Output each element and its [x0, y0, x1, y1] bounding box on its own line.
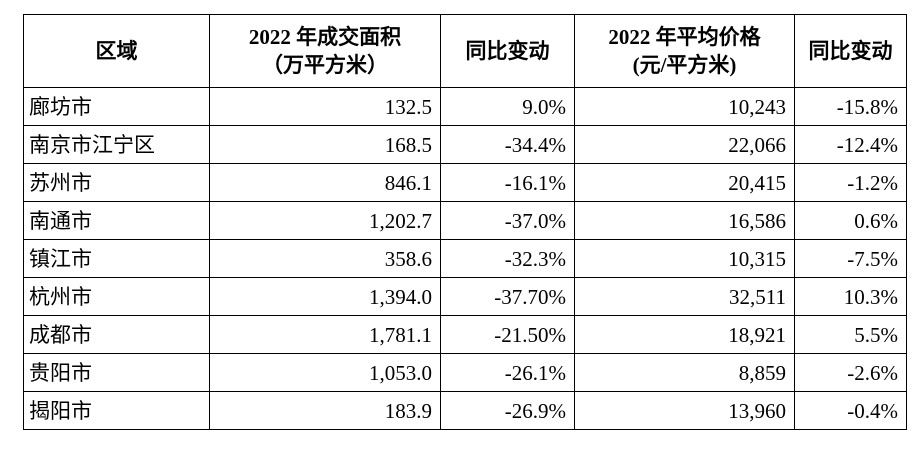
cell-average-price: 18,921 — [574, 315, 795, 354]
cell-transaction-area: 1,781.1 — [209, 315, 441, 354]
cell-average-price: 22,066 — [574, 125, 795, 164]
cell-region: 南京市江宁区 — [23, 125, 210, 164]
table-header: 区域 2022 年成交面积 （万平方米） 同比变动 2022 年平均价格 (元/… — [23, 14, 907, 88]
table-row: 廊坊市 132.5 9.0% 10,243 -15.8% — [23, 87, 907, 126]
cell-transaction-area: 1,202.7 — [209, 201, 441, 240]
cell-area-yoy-change: -32.3% — [440, 239, 575, 278]
cell-area-yoy-change: -21.50% — [440, 315, 575, 354]
header-price-yoy-change: 同比变动 — [794, 14, 907, 88]
cell-region: 揭阳市 — [23, 391, 210, 430]
cell-average-price: 10,315 — [574, 239, 795, 278]
cell-price-yoy-change: -12.4% — [794, 125, 907, 164]
cell-transaction-area: 183.9 — [209, 391, 441, 430]
cell-transaction-area: 1,394.0 — [209, 277, 441, 316]
header-area-line1: 2022 年成交面积 — [248, 25, 402, 49]
cell-transaction-area: 846.1 — [209, 163, 441, 202]
header-area-unit: （万平方米） — [262, 53, 388, 77]
cell-area-yoy-change: -37.70% — [440, 277, 575, 316]
cell-region: 廊坊市 — [23, 87, 210, 126]
cell-transaction-area: 1,053.0 — [209, 353, 441, 392]
cell-transaction-area: 358.6 — [209, 239, 441, 278]
table-row: 镇江市 358.6 -32.3% 10,315 -7.5% — [23, 239, 907, 278]
cell-price-yoy-change: -1.2% — [794, 163, 907, 202]
cell-average-price: 13,960 — [574, 391, 795, 430]
cell-average-price: 10,243 — [574, 87, 795, 126]
cell-region: 镇江市 — [23, 239, 210, 278]
cell-region: 成都市 — [23, 315, 210, 354]
cell-region: 贵阳市 — [23, 353, 210, 392]
cell-area-yoy-change: -37.0% — [440, 201, 575, 240]
cell-price-yoy-change: 0.6% — [794, 201, 907, 240]
cell-area-yoy-change: -26.9% — [440, 391, 575, 430]
table-row: 成都市 1,781.1 -21.50% 18,921 5.5% — [23, 315, 907, 354]
cell-region: 南通市 — [23, 201, 210, 240]
cell-average-price: 20,415 — [574, 163, 795, 202]
table-row: 南京市江宁区 168.5 -34.4% 22,066 -12.4% — [23, 125, 907, 164]
cell-region: 杭州市 — [23, 277, 210, 316]
cell-area-yoy-change: -26.1% — [440, 353, 575, 392]
cell-price-yoy-change: 10.3% — [794, 277, 907, 316]
cell-average-price: 16,586 — [574, 201, 795, 240]
cell-average-price: 8,859 — [574, 353, 795, 392]
table-body: 廊坊市 132.5 9.0% 10,243 -15.8% 南京市江宁区 168.5 -34.4… — [23, 87, 907, 430]
table-row: 揭阳市 183.9 -26.9% 13,960 -0.4% — [23, 391, 907, 430]
cell-price-yoy-change: -0.4% — [794, 391, 907, 430]
table-row: 苏州市 846.1 -16.1% 20,415 -1.2% — [23, 163, 907, 202]
data-table: 区域 2022 年成交面积 （万平方米） 同比变动 2022 年平均价格 (元/… — [23, 14, 907, 430]
cell-area-yoy-change: -34.4% — [440, 125, 575, 164]
cell-transaction-area: 168.5 — [209, 125, 441, 164]
cell-price-yoy-change: -15.8% — [794, 87, 907, 126]
cell-area-yoy-change: -16.1% — [440, 163, 575, 202]
table-row: 贵阳市 1,053.0 -26.1% 8,859 -2.6% — [23, 353, 907, 392]
cell-price-yoy-change: -7.5% — [794, 239, 907, 278]
cell-price-yoy-change: -2.6% — [794, 353, 907, 392]
header-region-label: 区域 — [95, 39, 138, 63]
cell-transaction-area: 132.5 — [209, 87, 441, 126]
header-price-yoy-label: 同比变动 — [808, 39, 893, 63]
header-price-line1: 2022 年平均价格 — [608, 25, 761, 49]
cell-area-yoy-change: 9.0% — [440, 87, 575, 126]
table-row: 南通市 1,202.7 -37.0% 16,586 0.6% — [23, 201, 907, 240]
cell-region: 苏州市 — [23, 163, 210, 202]
header-region: 区域 — [23, 14, 210, 88]
cell-average-price: 32,511 — [574, 277, 795, 316]
header-price-unit: (元/平方米) — [632, 53, 737, 77]
header-row: 区域 2022 年成交面积 （万平方米） 同比变动 2022 年平均价格 (元/… — [23, 14, 907, 88]
cell-price-yoy-change: 5.5% — [794, 315, 907, 354]
table-row: 杭州市 1,394.0 -37.70% 32,511 10.3% — [23, 277, 907, 316]
header-average-price: 2022 年平均价格 (元/平方米) — [574, 14, 795, 88]
header-transaction-area: 2022 年成交面积 （万平方米） — [209, 14, 441, 88]
header-area-yoy-label: 同比变动 — [465, 39, 550, 63]
header-area-yoy-change: 同比变动 — [440, 14, 575, 88]
